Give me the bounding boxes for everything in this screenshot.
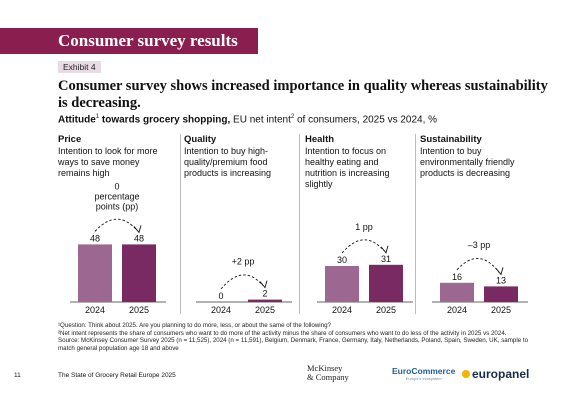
change-label: +2 pp	[232, 257, 255, 267]
europanel-dot-icon	[462, 370, 470, 378]
chart-panel: Health Intention to focus on healthy eati…	[305, 134, 415, 315]
category-label: 2025	[376, 305, 396, 315]
footnotes: ¹Question: Think about 2025. Are you pla…	[58, 322, 538, 352]
change-arc	[220, 274, 264, 290]
panel-title: Sustainability	[420, 134, 482, 145]
bar-2024	[325, 266, 359, 302]
change-arc	[94, 218, 138, 232]
chart-panel: Quality Intention to buy high-quality/pre…	[184, 134, 299, 315]
change-label: –3 pp	[468, 240, 491, 250]
data-label: 30	[337, 255, 347, 265]
change-label: points (pp)	[96, 201, 139, 211]
europanel-logo: europanel	[462, 367, 529, 381]
eurocommerce-logo-sub: Europe's ecosystem	[405, 376, 442, 381]
panel-description: Intention to buy high-quality/premium fo…	[184, 146, 272, 178]
footnote-2: ²Net intent represents the share of cons…	[58, 329, 507, 337]
bar-chart: 16 2024 13 2025 –3 pp	[432, 240, 528, 315]
bar-2025	[484, 286, 518, 302]
panel-description: Intention to buy environmentally friendl…	[420, 146, 515, 178]
mckinsey-logo: McKinsey & Company	[307, 364, 349, 381]
panel-title: Quality	[184, 134, 217, 145]
chart-panel: Sustainability Intention to buy environme…	[420, 134, 530, 315]
panel-divider	[299, 134, 300, 314]
footnote-source: Source: McKinsey Consumer Survey 2025 (n…	[58, 337, 529, 352]
category-label: 2025	[491, 305, 511, 315]
category-label: 2024	[332, 305, 352, 315]
section-banner: Consumer survey results	[0, 28, 258, 54]
chart-subtitle: Attitude1 towards grocery shopping, EU n…	[58, 114, 437, 125]
arrow-head-icon	[380, 245, 389, 254]
panel-divider	[415, 134, 416, 314]
panel-description: Intention to look for more ways to save …	[58, 146, 158, 178]
banner-title: Consumer survey results	[58, 31, 238, 50]
change-label: 1 pp	[355, 222, 373, 232]
category-label: 2025	[255, 305, 275, 315]
panel-divider	[180, 134, 181, 314]
eurocommerce-logo-text: EuroCommerce	[392, 366, 456, 376]
bar-2024	[440, 282, 474, 302]
mckinsey-logo-line2: & Company	[307, 371, 349, 382]
category-label: 2024	[85, 305, 105, 315]
eurocommerce-logo: EuroCommerce Europe's ecosystem	[392, 366, 455, 381]
data-label: 48	[90, 233, 100, 243]
bar-2024	[78, 244, 112, 302]
subtitle-sup1: 1	[95, 114, 100, 120]
panel-title: Price	[58, 134, 82, 145]
category-label: 2024	[447, 305, 467, 315]
report-name: The State of Grocery Retail Europe 2025	[58, 372, 176, 379]
arrow-head-icon	[133, 225, 142, 234]
bar-2025	[369, 264, 403, 302]
change-label: percentage	[94, 191, 139, 201]
bar-2025	[122, 244, 156, 302]
chart-title: Consumer survey shows increased importan…	[58, 78, 548, 111]
panel-description: Intention to focus on healthy eating and…	[305, 146, 390, 189]
bar-2025	[248, 299, 282, 302]
data-label: 31	[381, 254, 391, 264]
data-label: 0	[218, 291, 223, 301]
panel-title: Health	[305, 134, 335, 145]
category-label: 2025	[129, 305, 149, 315]
data-label: 13	[496, 275, 506, 285]
arrow-head-icon	[259, 280, 268, 289]
data-label: 16	[452, 272, 462, 282]
category-label: 2024	[211, 305, 231, 315]
arrow-head-icon	[495, 267, 504, 276]
subtitle-rest2: of consumers, 2025 vs 2024, %	[294, 114, 438, 126]
bar-chart: 0 2024 2 2025 +2 pp	[196, 257, 292, 315]
change-label: 0	[114, 181, 119, 191]
bar-chart: 30 2024 31 2025 1 pp	[317, 222, 413, 315]
data-label: 2	[262, 289, 267, 299]
footnote-1: ¹Question: Think about 2025. Are you pla…	[58, 322, 331, 329]
chart-panel: Price Intention to look for more ways to …	[58, 134, 176, 315]
subtitle-rest: EU net intent	[230, 114, 291, 126]
subtitle-bold: Attitude	[58, 114, 96, 126]
subtitle-sup2: 2	[290, 114, 295, 120]
mckinsey-logo-line1: McKinsey	[307, 363, 343, 373]
exhibit-label: Exhibit 4	[58, 61, 101, 73]
page-number: 11	[14, 372, 21, 379]
europanel-logo-text: europanel	[472, 367, 530, 381]
data-label: 48	[134, 233, 144, 243]
subtitle-bold2: towards grocery shopping,	[99, 114, 231, 126]
change-arc	[341, 239, 385, 254]
change-arc	[456, 258, 500, 273]
